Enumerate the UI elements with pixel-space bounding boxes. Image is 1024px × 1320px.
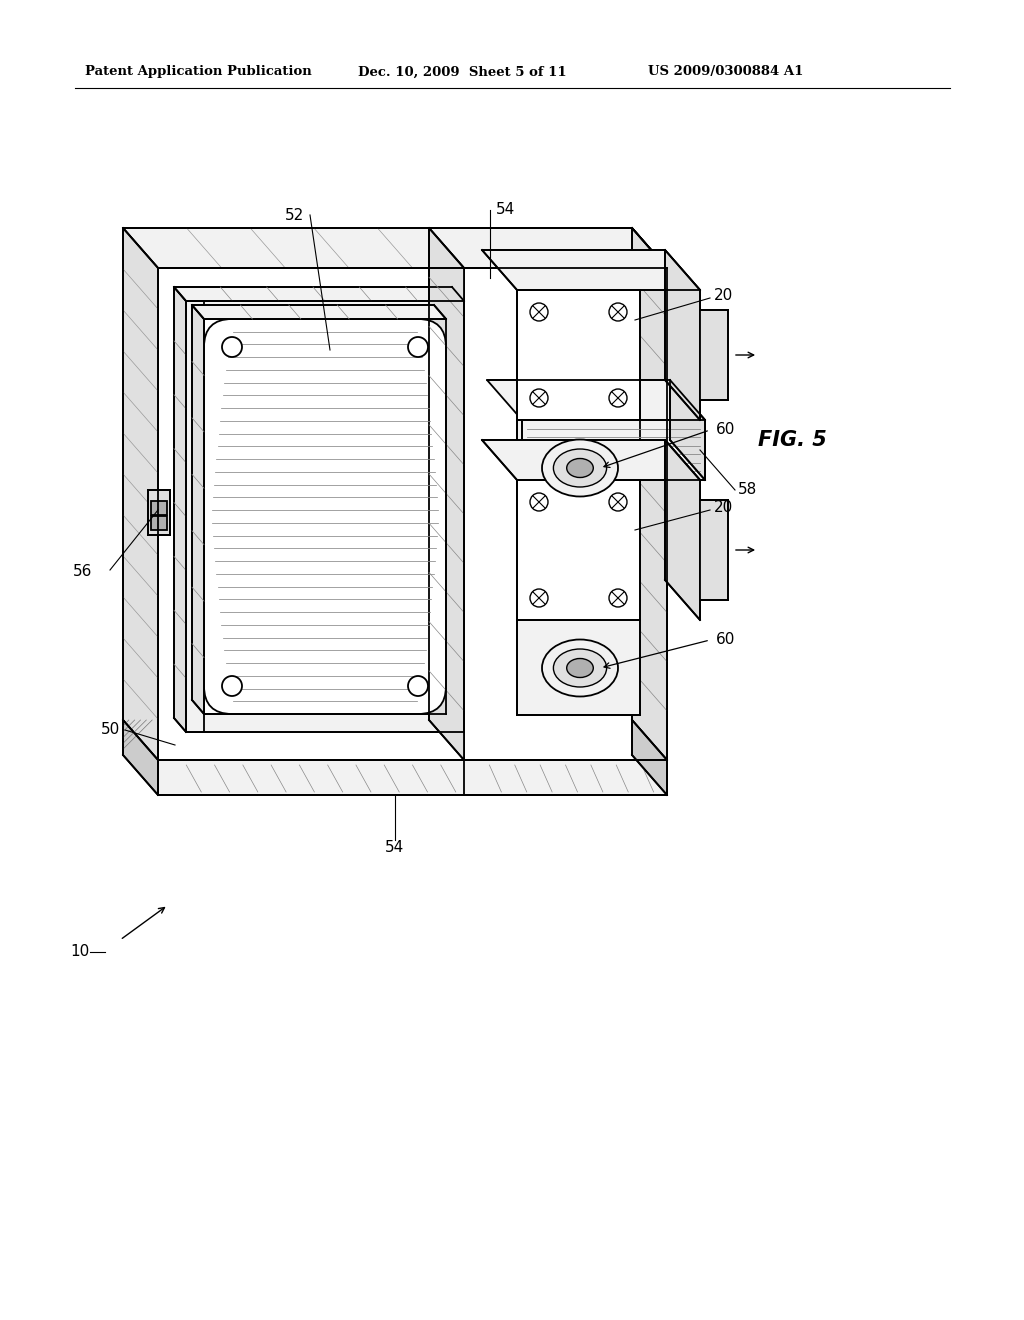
Polygon shape [174, 286, 186, 733]
Polygon shape [665, 440, 700, 620]
Text: 60: 60 [716, 632, 735, 648]
Circle shape [530, 492, 548, 511]
Circle shape [222, 676, 242, 696]
Polygon shape [464, 268, 667, 760]
Text: 54: 54 [496, 202, 515, 218]
Polygon shape [700, 500, 728, 601]
Circle shape [609, 304, 627, 321]
Text: Dec. 10, 2009  Sheet 5 of 11: Dec. 10, 2009 Sheet 5 of 11 [358, 66, 566, 78]
Polygon shape [446, 301, 464, 733]
Circle shape [530, 304, 548, 321]
Circle shape [609, 589, 627, 607]
Circle shape [408, 676, 428, 696]
Polygon shape [632, 719, 667, 795]
Text: 10: 10 [71, 945, 90, 960]
Polygon shape [429, 228, 667, 268]
Polygon shape [517, 290, 640, 420]
Polygon shape [158, 268, 667, 760]
Circle shape [530, 389, 548, 407]
Polygon shape [151, 502, 167, 515]
Text: 52: 52 [285, 207, 304, 223]
Polygon shape [193, 305, 204, 714]
Circle shape [222, 337, 242, 356]
Polygon shape [482, 249, 700, 290]
Polygon shape [665, 249, 700, 420]
Text: 20: 20 [714, 288, 733, 302]
Polygon shape [482, 440, 700, 480]
Polygon shape [123, 719, 158, 795]
Polygon shape [670, 380, 705, 480]
Polygon shape [517, 480, 640, 620]
Polygon shape [522, 420, 705, 480]
Polygon shape [632, 228, 667, 760]
Ellipse shape [553, 649, 606, 686]
Text: 20: 20 [714, 499, 733, 515]
Text: FIG. 5: FIG. 5 [758, 430, 826, 450]
Text: 56: 56 [73, 565, 92, 579]
Polygon shape [148, 490, 170, 535]
Polygon shape [123, 228, 158, 760]
Ellipse shape [553, 449, 606, 487]
Circle shape [530, 589, 548, 607]
Polygon shape [193, 305, 446, 319]
Polygon shape [123, 228, 667, 268]
Text: 54: 54 [385, 841, 404, 855]
Text: 58: 58 [738, 483, 758, 498]
Polygon shape [487, 380, 705, 420]
Text: Patent Application Publication: Patent Application Publication [85, 66, 311, 78]
Circle shape [609, 389, 627, 407]
Polygon shape [517, 420, 640, 515]
Text: 50: 50 [100, 722, 120, 738]
Polygon shape [700, 310, 728, 400]
Polygon shape [186, 301, 204, 733]
Polygon shape [174, 286, 464, 301]
Polygon shape [186, 714, 464, 733]
Text: US 2009/0300884 A1: US 2009/0300884 A1 [648, 66, 804, 78]
Polygon shape [158, 760, 667, 795]
Polygon shape [517, 620, 640, 715]
Ellipse shape [542, 639, 618, 697]
Text: 60: 60 [716, 422, 735, 437]
Polygon shape [429, 228, 464, 760]
Ellipse shape [566, 659, 593, 677]
Ellipse shape [542, 440, 618, 496]
Polygon shape [151, 516, 167, 529]
Polygon shape [186, 301, 464, 319]
Circle shape [609, 492, 627, 511]
Circle shape [408, 337, 428, 356]
Ellipse shape [566, 458, 593, 478]
FancyBboxPatch shape [204, 319, 446, 714]
Polygon shape [464, 760, 667, 795]
